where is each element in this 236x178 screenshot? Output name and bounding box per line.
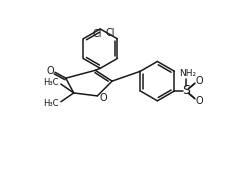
Text: H₃C: H₃C: [43, 78, 59, 87]
Text: O: O: [99, 93, 107, 103]
Text: O: O: [195, 76, 203, 86]
Text: Cl: Cl: [106, 28, 115, 38]
Text: NH₂: NH₂: [179, 69, 196, 78]
Text: O: O: [195, 96, 203, 106]
Text: O: O: [46, 66, 54, 76]
Text: Cl: Cl: [92, 29, 101, 39]
Text: S: S: [182, 85, 190, 98]
Text: H₃C: H₃C: [43, 99, 59, 108]
